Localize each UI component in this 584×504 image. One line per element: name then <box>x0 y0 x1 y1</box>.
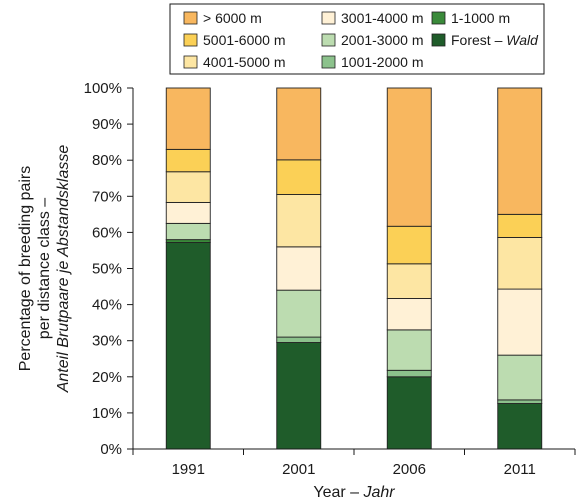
y-tick-label: 70% <box>92 188 122 205</box>
bar-segment <box>165 171 211 203</box>
legend-swatch <box>431 11 446 25</box>
bars <box>165 87 543 450</box>
bar-segment <box>165 87 211 150</box>
bar-segment <box>497 237 543 290</box>
bar-segment <box>386 263 432 299</box>
bar-segment <box>497 399 543 404</box>
x-axis-label: Year – Jahr <box>313 484 395 501</box>
y-tick-label: 50% <box>92 261 122 278</box>
legend-box <box>169 3 545 75</box>
bar-segment <box>276 87 322 161</box>
legend-label: 4001-5000 m <box>203 54 286 70</box>
y-axis-label: Percentage of breeding pairs per distance… <box>17 145 72 394</box>
legend-label: 5001-6000 m <box>203 32 286 48</box>
legend-swatch <box>183 33 198 47</box>
y-tick-label: 0% <box>100 441 122 458</box>
y-tick-label: 60% <box>92 224 122 241</box>
bar-segment <box>386 369 432 378</box>
legend-label: 2001-3000 m <box>341 32 424 48</box>
bar-segment <box>386 298 432 331</box>
bar-segment <box>386 225 432 265</box>
y-tick-label: 100% <box>84 80 122 97</box>
y-tick-label: 90% <box>92 116 122 133</box>
legend-label: 3001-4000 m <box>341 10 424 26</box>
y-axis-label-line: Percentage of breeding pairs <box>17 166 34 371</box>
y-axis: 0% 10% 20% 30% 40% 50% 60% 70% 80% 90% 100% <box>84 80 134 458</box>
legend: > 6000 m 3001-4000 m 1-1000 m 5001-6000 m 20… <box>169 3 545 75</box>
x-tick-label: 2011 <box>504 461 536 478</box>
x-tick-label: 1991 <box>172 461 205 478</box>
legend-swatch <box>183 55 198 69</box>
legend-swatch <box>321 55 336 69</box>
x-tick-label: 2001 <box>282 461 315 478</box>
y-tick-label: 30% <box>92 333 122 350</box>
bar-segment <box>497 288 543 356</box>
legend-swatch <box>431 33 446 47</box>
bar-segment <box>276 159 322 195</box>
x-tick-label: 2006 <box>393 461 426 478</box>
y-tick-label: 80% <box>92 152 122 169</box>
y-tick-label: 10% <box>92 405 122 422</box>
x-axis: 1991 2001 2006 2011 <box>132 448 576 478</box>
bar-segment <box>165 242 211 450</box>
y-axis-label-italic: Anteil Brutpaare je Abstandsklasse <box>55 145 72 394</box>
bar-segment <box>497 87 543 215</box>
legend-label: Forest – Wald <box>451 32 539 48</box>
bar-segment <box>497 213 543 238</box>
bar-segment <box>276 194 322 248</box>
y-tick-label: 40% <box>92 297 122 314</box>
legend-label: 1001-2000 m <box>341 54 424 70</box>
bar-segment <box>497 354 543 401</box>
legend-label: 1-1000 m <box>451 10 510 26</box>
legend-swatch <box>183 11 198 25</box>
bar-segment <box>276 336 322 343</box>
bar-segment <box>276 289 322 338</box>
legend-label: > 6000 m <box>203 10 262 26</box>
legend-swatch <box>321 11 336 25</box>
bar-segment <box>386 329 432 371</box>
bar-segment <box>386 376 432 450</box>
bar-segment <box>276 342 322 450</box>
bar-segment <box>276 246 322 291</box>
bar-segment <box>497 403 543 450</box>
y-tick-label: 20% <box>92 369 122 386</box>
legend-swatch <box>321 33 336 47</box>
bar-segment <box>165 148 211 173</box>
bar-segment <box>165 201 211 224</box>
bar-segment <box>386 87 432 227</box>
bar-segment <box>165 222 211 241</box>
x-axis-label: Year – Jahr <box>313 484 395 501</box>
y-axis-label-line: per distance class – <box>36 198 53 340</box>
